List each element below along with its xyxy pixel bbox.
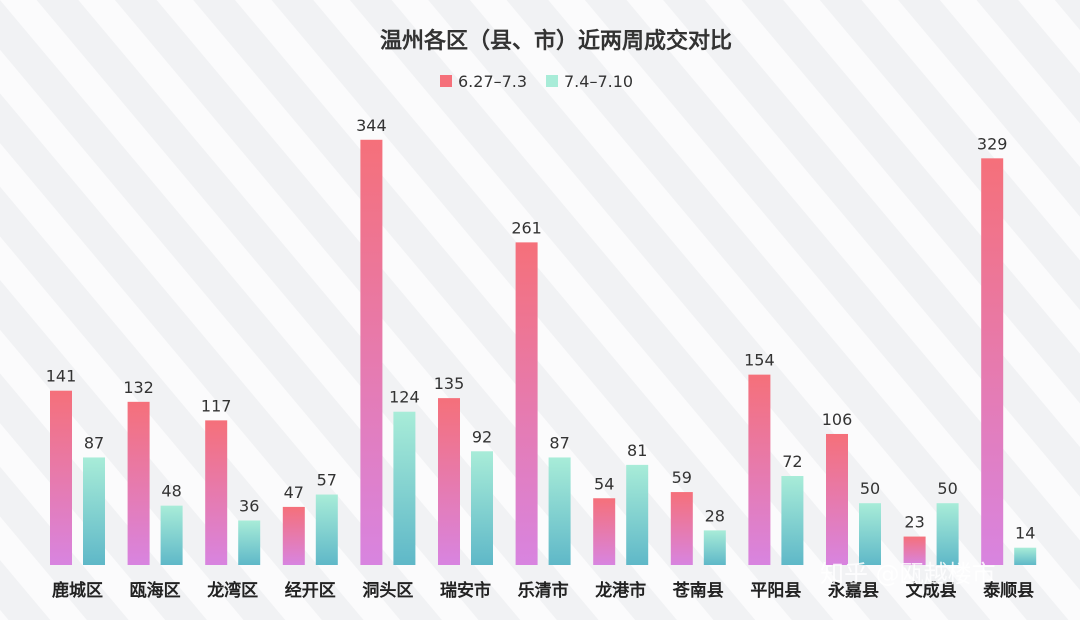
bar-series-1-6 bbox=[438, 398, 460, 565]
bar-series-2-7 bbox=[548, 457, 571, 565]
value-label-series-1-13: 329 bbox=[977, 134, 1008, 153]
bar-series-1-10 bbox=[748, 374, 771, 565]
watermark: 知乎 @瓯越楼市 bbox=[820, 560, 996, 588]
value-label-series-1-8: 54 bbox=[594, 474, 614, 493]
value-label-series-1-3: 117 bbox=[201, 396, 232, 415]
bar-series-2-2 bbox=[160, 505, 183, 565]
value-label-series-2-12: 50 bbox=[937, 479, 957, 498]
bar-series-1-3 bbox=[205, 420, 228, 565]
value-label-series-2-1: 87 bbox=[84, 433, 104, 452]
category-label-7: 乐清市 bbox=[518, 580, 569, 601]
value-label-series-2-7: 87 bbox=[549, 433, 569, 452]
value-label-series-1-2: 132 bbox=[123, 378, 154, 397]
bar-series-1-7 bbox=[515, 242, 538, 565]
category-label-1: 鹿城区 bbox=[52, 580, 103, 601]
bars-group bbox=[50, 139, 1037, 565]
chart-title: 温州各区（县、市）近两周成交对比 bbox=[380, 28, 732, 54]
bar-series-2-9 bbox=[703, 530, 726, 565]
category-label-9: 苍南县 bbox=[672, 580, 724, 601]
legend-swatch-series-1 bbox=[440, 75, 452, 87]
value-labels-group: 141 87 132 48 117 36 47 57 344 124 135 92 261 87 54 81 5… bbox=[46, 116, 1036, 543]
bar-series-2-4 bbox=[315, 494, 338, 565]
value-label-series-1-4: 47 bbox=[284, 483, 304, 502]
bar-series-2-12 bbox=[936, 503, 959, 565]
value-label-series-1-11: 106 bbox=[822, 410, 853, 429]
legend-swatch-series-2 bbox=[546, 75, 558, 87]
value-label-series-2-13: 14 bbox=[1015, 524, 1035, 543]
value-label-series-1-9: 59 bbox=[672, 468, 692, 487]
bar-series-1-5 bbox=[360, 139, 383, 565]
bar-series-2-10 bbox=[781, 476, 804, 565]
value-label-series-2-6: 92 bbox=[472, 427, 492, 446]
category-labels-group: 鹿城区 瓯海区 龙湾区 经开区 洞头区 瑞安市 乐清市 龙港市 苍南县 平阳县 永嘉县 文成县 泰顺县 bbox=[52, 580, 1034, 601]
value-label-series-1-5: 344 bbox=[356, 116, 387, 135]
bar-series-1-12 bbox=[903, 536, 926, 565]
value-label-series-1-1: 141 bbox=[46, 367, 77, 386]
value-label-series-2-4: 57 bbox=[317, 471, 337, 490]
bar-series-1-8 bbox=[593, 498, 616, 565]
bar-series-2-5 bbox=[393, 411, 416, 565]
bar-series-2-11 bbox=[859, 503, 881, 565]
category-label-2: 瓯海区 bbox=[130, 580, 181, 601]
bar-series-1-9 bbox=[670, 492, 693, 565]
bar-series-1-13 bbox=[981, 158, 1004, 565]
value-label-series-1-6: 135 bbox=[434, 374, 465, 393]
value-label-series-1-7: 261 bbox=[511, 218, 542, 237]
category-label-8: 龙港市 bbox=[594, 580, 646, 601]
bar-series-2-1 bbox=[83, 457, 105, 565]
bar-series-1-11 bbox=[826, 433, 848, 565]
value-label-series-1-12: 23 bbox=[904, 513, 924, 532]
category-label-3: 龙湾区 bbox=[206, 580, 258, 601]
legend: 6.27–7.3 7.4–7.10 bbox=[440, 72, 633, 91]
legend-label-series-1: 6.27–7.3 bbox=[458, 72, 527, 91]
value-label-series-2-5: 124 bbox=[389, 388, 420, 407]
bar-series-1-1 bbox=[50, 390, 72, 565]
bar-series-1-2 bbox=[127, 401, 150, 565]
value-label-series-2-9: 28 bbox=[705, 506, 725, 525]
category-label-13: 泰顺县 bbox=[983, 580, 1034, 601]
category-label-6: 瑞安市 bbox=[440, 580, 491, 601]
category-label-10: 平阳县 bbox=[750, 581, 801, 601]
category-label-5: 洞头区 bbox=[362, 581, 413, 601]
bar-series-1-4 bbox=[282, 506, 305, 565]
category-label-12: 文成县 bbox=[906, 580, 957, 601]
bar-series-2-3 bbox=[238, 520, 261, 565]
category-label-4: 经开区 bbox=[285, 580, 336, 601]
value-label-series-2-3: 36 bbox=[239, 497, 259, 516]
value-label-series-2-2: 48 bbox=[161, 482, 181, 501]
legend-label-series-2: 7.4–7.10 bbox=[564, 72, 633, 91]
value-label-series-1-10: 154 bbox=[744, 351, 775, 370]
bar-series-2-8 bbox=[626, 464, 649, 565]
value-label-series-2-11: 50 bbox=[860, 479, 880, 498]
category-label-11: 永嘉县 bbox=[827, 580, 879, 601]
bar-series-2-13 bbox=[1014, 547, 1037, 565]
value-label-series-2-8: 81 bbox=[627, 441, 647, 460]
value-label-series-2-10: 72 bbox=[782, 452, 802, 471]
bar-series-2-6 bbox=[471, 451, 493, 565]
